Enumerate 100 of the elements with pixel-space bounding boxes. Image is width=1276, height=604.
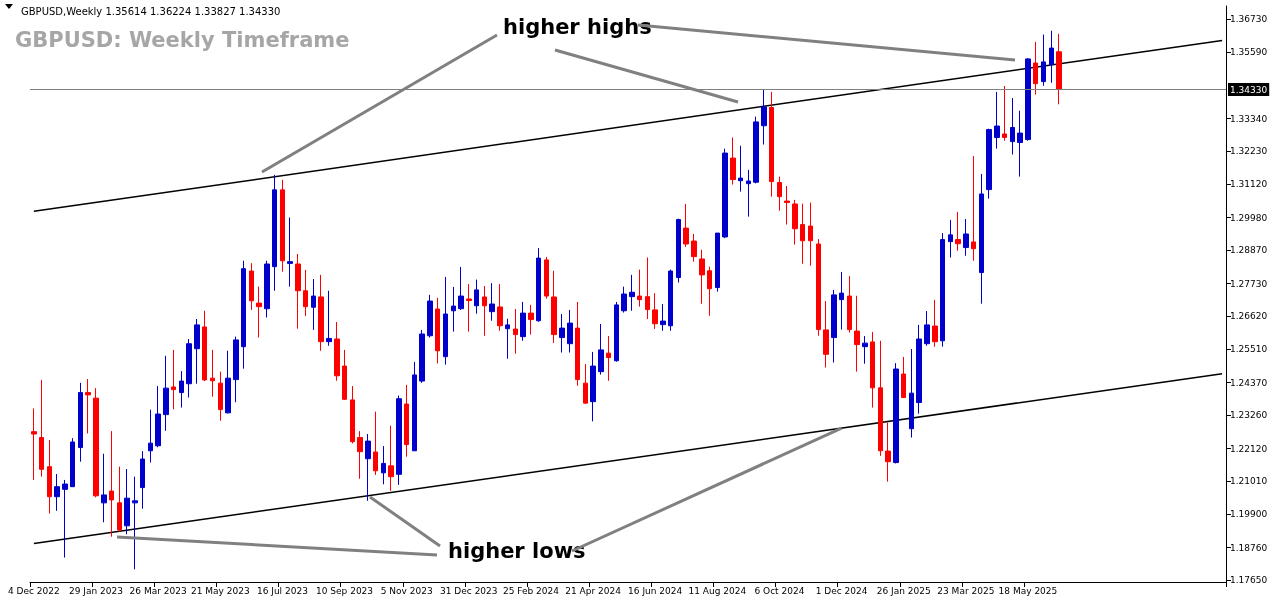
candlestick: [1025, 57, 1031, 142]
candlestick: [614, 301, 619, 363]
candlestick: [427, 294, 433, 339]
candlestick: [730, 137, 736, 186]
annotation: higher highs: [503, 14, 652, 39]
candlestick: [784, 185, 790, 226]
candlestick: [458, 266, 464, 311]
candlestick: [435, 297, 440, 364]
y-tick-label: 1.24370: [1230, 377, 1268, 388]
y-tick-label: 1.22120: [1230, 443, 1268, 454]
candlestick: [1002, 85, 1007, 142]
candlestick: [31, 407, 37, 481]
candlestick: [264, 260, 270, 319]
candlestick: [847, 275, 852, 334]
candlestick: [598, 323, 604, 376]
candlestick: [85, 378, 91, 434]
candlestick: [932, 299, 938, 348]
candlestick: [948, 219, 953, 259]
candlestick: [295, 253, 301, 330]
candlestick: [691, 233, 697, 263]
y-tick-label: 1.36730: [1230, 13, 1268, 24]
candlestick: [590, 351, 596, 422]
candlestick: [800, 203, 805, 265]
candlestick: [419, 329, 425, 384]
y-tick-label: 1.28870: [1230, 245, 1268, 256]
candlestick: [93, 387, 99, 498]
candlestick: [148, 409, 153, 464]
candlestick: [823, 300, 829, 369]
candlestick: [124, 468, 130, 535]
x-tick-label: 21 Apr 2024: [565, 585, 622, 596]
x-tick-label: 26 Jan 2025: [876, 585, 931, 596]
candlestick: [544, 256, 549, 300]
x-tick-label: 10 Sep 2023: [316, 585, 374, 596]
y-tick-label: 1.27730: [1230, 278, 1268, 289]
candlestick: [707, 266, 712, 317]
candlestick: [388, 425, 394, 492]
y-tick-label: 1.17650: [1230, 575, 1268, 586]
x-tick-label: 23 Mar 2025: [937, 585, 995, 596]
candlestick: [163, 355, 169, 432]
candlestick: [520, 301, 526, 342]
candlestick: [668, 269, 673, 332]
candlestick: [753, 116, 759, 184]
candlestick: [186, 338, 192, 399]
candlestick: [210, 349, 215, 398]
x-tick-label: 5 Nov 2023: [380, 585, 433, 596]
candlestick: [1041, 34, 1046, 87]
candlestick: [303, 269, 308, 317]
text: GBPUSD: Weekly Timeframe: [15, 27, 350, 52]
candlestick: [870, 331, 875, 409]
candlestick: [567, 309, 573, 354]
candlestick: [559, 313, 565, 354]
candlestick: [497, 283, 503, 332]
candlestick: [699, 249, 705, 305]
candlestick: [233, 336, 239, 403]
candlestick: [676, 218, 681, 284]
candlestick: [940, 232, 945, 348]
candlestick: [155, 385, 161, 448]
x-tick-label: 29 Jan 2023: [69, 585, 123, 596]
candlestick: [994, 91, 1000, 150]
candlestick: [396, 394, 402, 486]
candlestick: [551, 270, 557, 344]
y-tick-label: 1.26620: [1230, 311, 1268, 322]
candlestick: [536, 247, 541, 323]
candlestick: [272, 174, 277, 292]
x-tick-label: 1 Dec 2024: [815, 585, 868, 596]
candlestick: [280, 179, 285, 273]
candlestick: [256, 286, 262, 339]
ref-line-label: 1.34330: [1230, 84, 1268, 95]
x-tick-label: 26 Mar 2023: [129, 585, 187, 596]
candlestick: [792, 199, 798, 246]
x-tick-label: 4 Dec 2022: [7, 585, 60, 596]
candlestick: [62, 479, 68, 559]
candlestick: [39, 379, 44, 478]
candlestick: [513, 308, 518, 355]
candlestick: [365, 433, 371, 502]
candlestick: [909, 348, 914, 439]
candlestick: [1033, 41, 1038, 96]
candlestick: [140, 450, 145, 510]
y-tick-label: 1.21010: [1230, 476, 1268, 487]
candlestick: [225, 350, 231, 414]
candlestick: [70, 437, 75, 488]
candlestick: [132, 476, 138, 570]
candlestick: [645, 257, 650, 320]
candlestick: [474, 279, 479, 315]
candlestick: [722, 148, 728, 239]
candlestick: [202, 310, 207, 382]
candlestick: [357, 430, 363, 480]
y-tick-label: 1.32230: [1230, 146, 1268, 157]
candlestick: [373, 411, 378, 476]
candlestick: [117, 466, 122, 533]
candlestick: [660, 303, 666, 332]
candlestick: [489, 282, 495, 322]
candlestick: [218, 371, 223, 422]
candlestick: [916, 324, 922, 415]
candlestick: [979, 173, 984, 305]
candlestick: [777, 176, 782, 212]
candlestick: [885, 422, 891, 483]
x-tick-label: 16 Jun 2024: [628, 585, 683, 596]
candlestick: [171, 349, 176, 410]
candlestick: [78, 382, 83, 463]
